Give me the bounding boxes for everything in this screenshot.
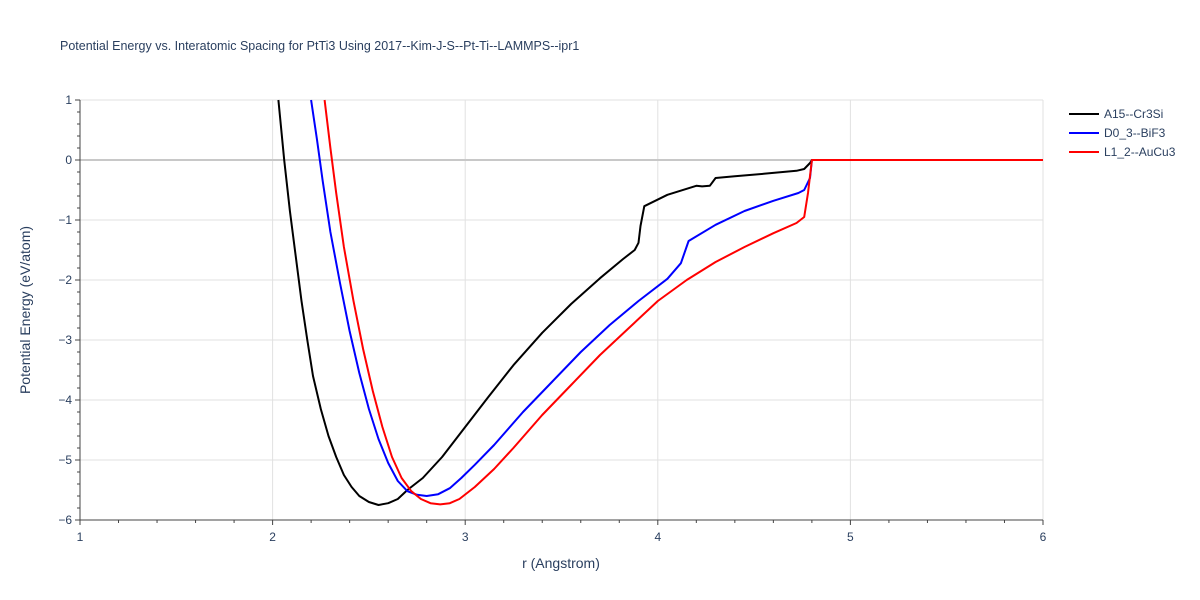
plot-area[interactable] xyxy=(277,99,1043,506)
y-tick-label: −3 xyxy=(58,333,72,347)
y-tick-label: −5 xyxy=(58,453,72,467)
legend[interactable]: A15--Cr3Si D0_3--BiF3 L1_2--AuCu3 xyxy=(1069,107,1176,159)
series-line[interactable] xyxy=(277,99,1043,506)
series-line[interactable] xyxy=(310,99,1043,497)
x-tick-label: 1 xyxy=(77,530,84,544)
x-tick-label: 5 xyxy=(847,530,854,544)
x-tick-label: 4 xyxy=(654,530,661,544)
y-tick-label: −4 xyxy=(58,393,72,407)
x-tick-label: 3 xyxy=(462,530,469,544)
y-tick-label: −1 xyxy=(58,213,72,227)
y-tick-label: −6 xyxy=(58,513,72,527)
legend-label: L1_2--AuCu3 xyxy=(1104,145,1176,159)
series-line[interactable] xyxy=(323,99,1043,506)
y-axis-title: Potential Energy (eV/atom) xyxy=(17,226,33,394)
chart-title: Potential Energy vs. Interatomic Spacing… xyxy=(60,39,579,53)
x-axis-title: r (Angstrom) xyxy=(522,555,600,571)
legend-label: A15--Cr3Si xyxy=(1104,107,1163,121)
y-tick-label: −2 xyxy=(58,273,72,287)
x-tick-label: 6 xyxy=(1040,530,1047,544)
x-tick-label: 2 xyxy=(269,530,276,544)
legend-item[interactable]: A15--Cr3Si xyxy=(1069,107,1163,121)
legend-label: D0_3--BiF3 xyxy=(1104,126,1166,140)
legend-item[interactable]: L1_2--AuCu3 xyxy=(1069,145,1176,159)
grid xyxy=(80,99,1044,520)
y-tick-label: 0 xyxy=(65,153,72,167)
legend-item[interactable]: D0_3--BiF3 xyxy=(1069,126,1166,140)
axes: 1 2 3 4 5 6 1 0 −1 −2 −3 −4 −5 −6 xyxy=(58,93,1046,544)
y-tick-label: 1 xyxy=(65,93,72,107)
